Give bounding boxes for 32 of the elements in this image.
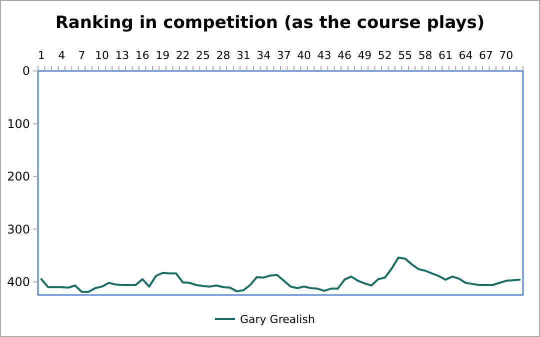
x-tick-label: 61 <box>438 49 453 62</box>
chart-title: Ranking in competition (as the course plays) <box>55 13 485 33</box>
x-tick-label: 58 <box>418 49 432 62</box>
x-tick-label: 22 <box>176 49 190 62</box>
y-tick-label: 400 <box>7 275 30 290</box>
x-tick-label: 7 <box>78 49 86 62</box>
x-tick-label: 64 <box>458 49 473 62</box>
x-tick-label: 16 <box>135 49 150 62</box>
x-tick-label: 31 <box>236 49 250 62</box>
y-tick-label: 300 <box>7 222 30 236</box>
y-tick-label: 200 <box>7 170 30 184</box>
x-tick-label: 37 <box>276 49 291 62</box>
x-tick-label: 13 <box>115 49 130 62</box>
x-tick-label: 70 <box>499 49 514 62</box>
x-tick-label: 25 <box>196 49 210 62</box>
legend-label: Gary Grealish <box>240 312 315 326</box>
x-tick-label: 34 <box>256 49 271 62</box>
x-tick-label: 55 <box>398 49 412 62</box>
x-tick-label: 46 <box>337 49 352 62</box>
x-tick-label: 49 <box>358 49 372 62</box>
y-tick-label: 100 <box>7 116 30 131</box>
x-tick-label: 10 <box>94 49 109 62</box>
x-tick-label: 43 <box>317 49 332 62</box>
line-series <box>40 256 521 293</box>
x-tick-label: 19 <box>156 49 170 62</box>
x-tick-label: 52 <box>378 49 392 62</box>
x-tick-label: 4 <box>58 49 66 62</box>
x-tick-label: 67 <box>478 49 493 62</box>
x-tick-label: 1 <box>38 49 45 62</box>
x-tick-label: 40 <box>297 49 312 62</box>
y-tick-label: 0 <box>22 64 30 78</box>
x-tick-label: 28 <box>216 49 230 62</box>
